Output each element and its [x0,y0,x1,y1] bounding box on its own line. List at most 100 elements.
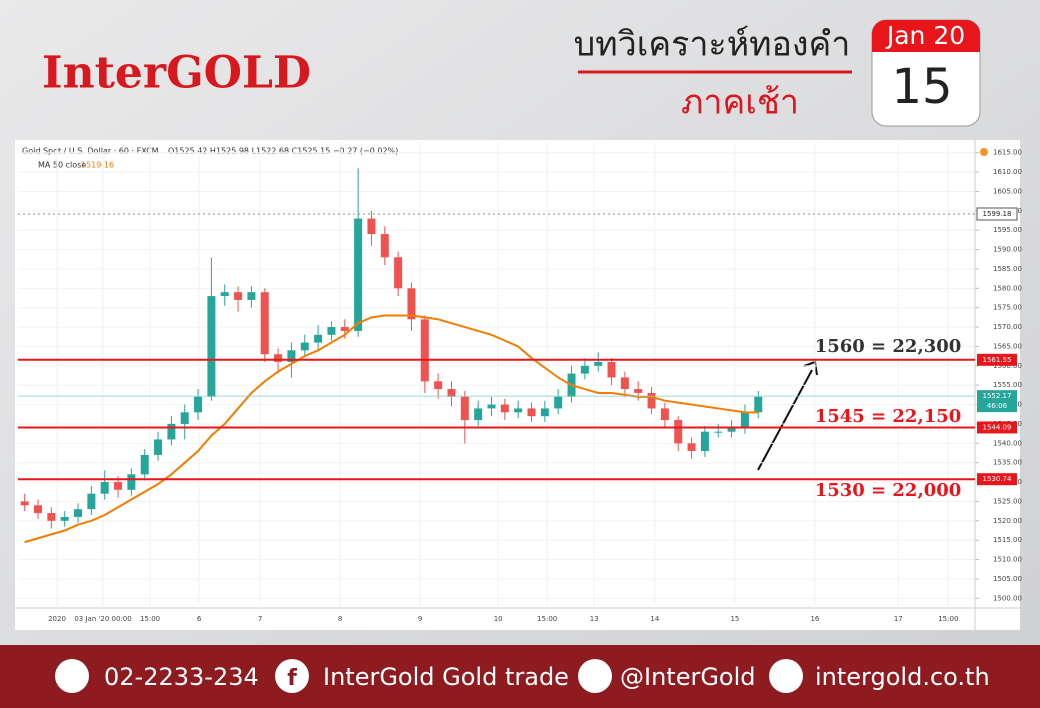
price-tag [977,421,1017,434]
candle-body [527,408,536,417]
x-tick-label: 03 Jan '20 00:00 [74,615,131,623]
candle-body [180,412,189,424]
price-tag-label: 1544.09 [983,423,1012,431]
candle-body [220,292,229,297]
y-tick-label: 1605.00 [993,187,1022,195]
phone-icon [55,659,89,693]
y-tick-label: 1595.00 [993,226,1022,234]
ohlc: O1525.42 H1525.98 L1522.68 C1525.15 −0.2… [168,147,398,156]
price-tag [977,353,1017,366]
candle-body [700,431,709,452]
line-icon [578,659,612,693]
x-tick-label: 13 [590,615,599,623]
candle-body [34,505,43,514]
candle-body [234,292,243,300]
candle-body [407,288,416,320]
price-tag-label: 1561.55 [983,356,1012,364]
y-tick-label: 1560.00 [993,362,1022,370]
candle-body [274,354,283,362]
candle-body [607,361,616,378]
candle-body [354,218,363,331]
footer-band [0,645,1040,708]
y-tick-label: 1580.00 [993,284,1022,292]
annotation: 1530 = 22,000 [815,480,962,501]
candle-body [714,431,723,433]
day: 15 [891,59,952,115]
candle-body [460,396,469,421]
candle-body [660,408,669,421]
candle-body [300,342,309,351]
candle-body [687,443,696,452]
x-tick-label: 17 [894,615,903,623]
candle-body [394,257,403,289]
price-tag [976,207,1018,221]
y-tick-label: 1565.00 [993,342,1022,350]
phone: 02-2233-234 [104,663,259,691]
candle-body [380,234,389,258]
y-tick-label: 1540.00 [993,439,1022,447]
brand: InterGOLD [42,48,311,99]
x-tick-label: 15:00 [938,615,958,623]
candle-body [594,361,603,366]
candle-body [167,423,176,440]
candle-body [340,327,349,331]
x-tick-label: 7 [258,615,262,623]
candle-body [287,350,296,362]
candle-body [100,482,109,494]
legend-ma: MA 50 close [38,161,86,170]
y-tick-label: 1505.00 [993,575,1022,583]
x-tick-label: 15:00 [537,615,557,623]
y-tick-label: 1555.00 [993,381,1022,389]
candle-body [500,404,509,413]
candle-body [314,334,323,343]
candle-body [434,381,443,390]
candle-body [740,412,749,428]
candle-body [47,513,56,521]
candle-body [554,396,563,409]
facebook: InterGold Gold trade [323,663,569,691]
y-tick-label: 1570.00 [993,323,1022,331]
calendar-top [872,20,980,52]
x-tick-label: 15 [730,615,739,623]
x-tick-label: 8 [338,615,342,623]
y-tick-label: 1515.00 [993,536,1022,544]
candle-body [634,389,643,393]
x-tick-label: 16 [810,615,819,623]
price-tag-label: 1599.18 [983,210,1012,218]
candle-body [194,396,203,413]
countdown: 46:06 [987,402,1008,410]
candle-body [260,292,269,355]
y-tick-label: 1500.00 [993,594,1022,602]
line-id: @InterGold [620,663,756,691]
y-tick-label: 1575.00 [993,304,1022,312]
y-tick-label: 1610.00 [993,168,1022,176]
candle-body [620,377,629,390]
website: intergold.co.th [815,663,990,691]
price-tag-label: 1530.74 [983,475,1012,483]
price-tag [977,473,1017,486]
alert-icon [980,148,988,156]
candle-body [247,292,256,300]
x-tick-label: 10 [494,615,503,623]
symbol: Gold Spot / U.S. Dollar · 60 · FXCM [22,147,159,156]
web-icon [769,659,803,693]
candle-body [420,319,429,382]
candle-body [487,404,496,409]
y-tick-label: 1615.00 [993,149,1022,157]
legend-ma-value: 1519.16 [81,161,114,170]
title: บทวิเคราะห์ทองคำ [574,25,851,65]
candle-body [154,439,163,455]
annotation: 1560 = 22,300 [815,336,962,357]
candle-body [540,408,549,417]
candle-body [447,389,456,397]
x-tick-label: 6 [197,615,202,623]
candle-body [87,493,96,510]
price-tag-label: 1552.17 [983,392,1012,400]
candle-body [74,509,83,517]
facebook-icon [275,659,309,693]
candle-body [367,218,376,235]
y-tick-label: 1525.00 [993,497,1022,505]
y-tick-label: 1510.00 [993,556,1022,564]
x-tick-label: 9 [418,615,422,623]
